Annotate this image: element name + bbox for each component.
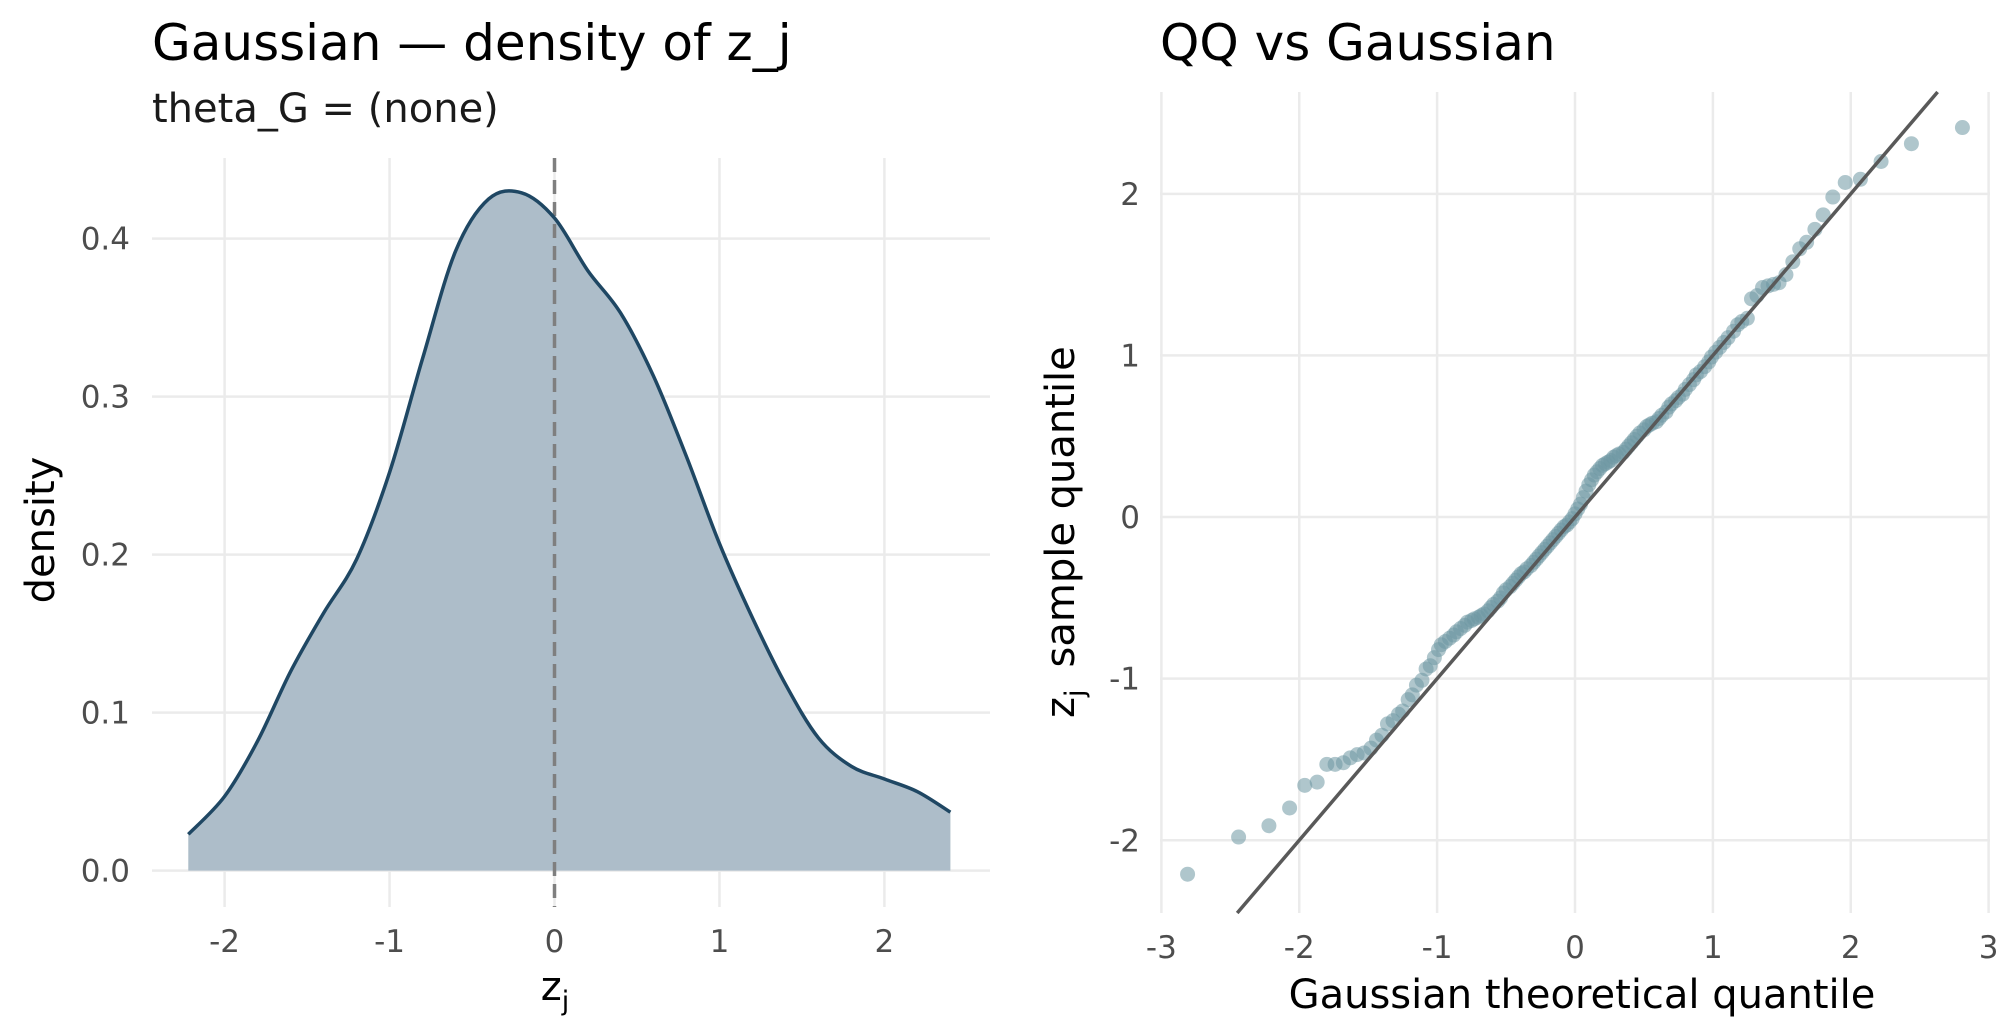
qq-point <box>1297 777 1313 793</box>
density-area-layer <box>187 158 952 907</box>
qq-x-tick-label: -3 <box>1146 930 1177 966</box>
qq-chart-title: QQ vs Gaussian <box>1160 14 1556 72</box>
qq-point <box>1231 829 1247 845</box>
density-y-tick-label: 0.3 <box>81 380 130 416</box>
qq-x-tick-label: 3 <box>1979 930 1999 966</box>
density-curve <box>187 189 952 836</box>
density-panel: Gaussian — density of z_j theta_G = (non… <box>18 14 990 1017</box>
qq-x-tick-label: 1 <box>1703 930 1723 966</box>
density-chart-title: Gaussian — density of z_j <box>152 14 792 72</box>
density-y-axis-label: density <box>18 457 64 604</box>
qq-point <box>1778 267 1794 283</box>
qq-point <box>1414 672 1430 688</box>
density-x-tick-label: -2 <box>209 924 240 960</box>
qq-reference-line <box>1235 90 1939 915</box>
qq-tick-labels: -3 -2 -1 0 1 2 3 -2 -1 0 1 2 <box>1109 177 1998 966</box>
qq-point <box>1261 818 1277 834</box>
density-x-tick-label: -1 <box>374 924 405 960</box>
qq-y-tick-label: 1 <box>1120 338 1140 374</box>
density-x-axis-label-subscript: j <box>561 986 570 1017</box>
qq-y-axis-label-subscript: j <box>1060 689 1091 698</box>
qq-x-tick-label: -2 <box>1284 930 1315 966</box>
qq-y-tick-label: -1 <box>1109 662 1140 698</box>
qq-y-axis-label-main: z <box>1038 697 1084 718</box>
qq-y-tick-label: 0 <box>1120 500 1140 536</box>
qq-point <box>1815 207 1831 223</box>
qq-x-axis-label: Gaussian theoretical quantile <box>1289 972 1876 1018</box>
density-x-axis-label-main: z <box>541 964 562 1010</box>
qq-point <box>1282 800 1298 816</box>
density-x-axis-label: zj <box>541 964 570 1017</box>
density-y-tick-label: 0.1 <box>81 696 130 732</box>
density-y-tick-label: 0.4 <box>81 222 130 258</box>
density-y-tick-label: 0.2 <box>81 538 130 574</box>
density-y-tick-label: 0.0 <box>81 854 130 890</box>
density-area-fill <box>188 190 951 871</box>
density-chart-subtitle: theta_G = (none) <box>152 86 499 132</box>
qq-point <box>1837 175 1853 191</box>
qq-x-tick-label: 2 <box>1841 930 1861 966</box>
qq-point <box>1825 189 1841 205</box>
qq-y-axis-label-rest: sample quantile <box>1038 346 1084 667</box>
qq-point <box>1903 136 1919 152</box>
qq-x-tick-label: 0 <box>1565 930 1585 966</box>
qq-panel: QQ vs Gaussian -3 -2 -1 0 1 2 3 -2 -1 0 1 2 Gaussia… <box>1038 14 1998 1018</box>
qq-y-tick-label: -2 <box>1109 823 1140 859</box>
density-x-tick-label: 1 <box>710 924 730 960</box>
qq-y-tick-label: 2 <box>1120 177 1140 213</box>
density-x-tick-label: 0 <box>545 924 565 960</box>
density-x-tick-label: 2 <box>875 924 895 960</box>
qq-point <box>1180 866 1196 882</box>
qq-point <box>1309 774 1325 790</box>
qq-x-tick-label: -1 <box>1422 930 1453 966</box>
qq-point <box>1954 120 1970 136</box>
density-tick-labels: -2 -1 0 1 2 0.0 0.1 0.2 0.3 0.4 <box>81 222 895 960</box>
qq-reference-line-layer <box>1235 90 1939 915</box>
qq-y-axis-label: zj sample quantile <box>1038 346 1091 718</box>
